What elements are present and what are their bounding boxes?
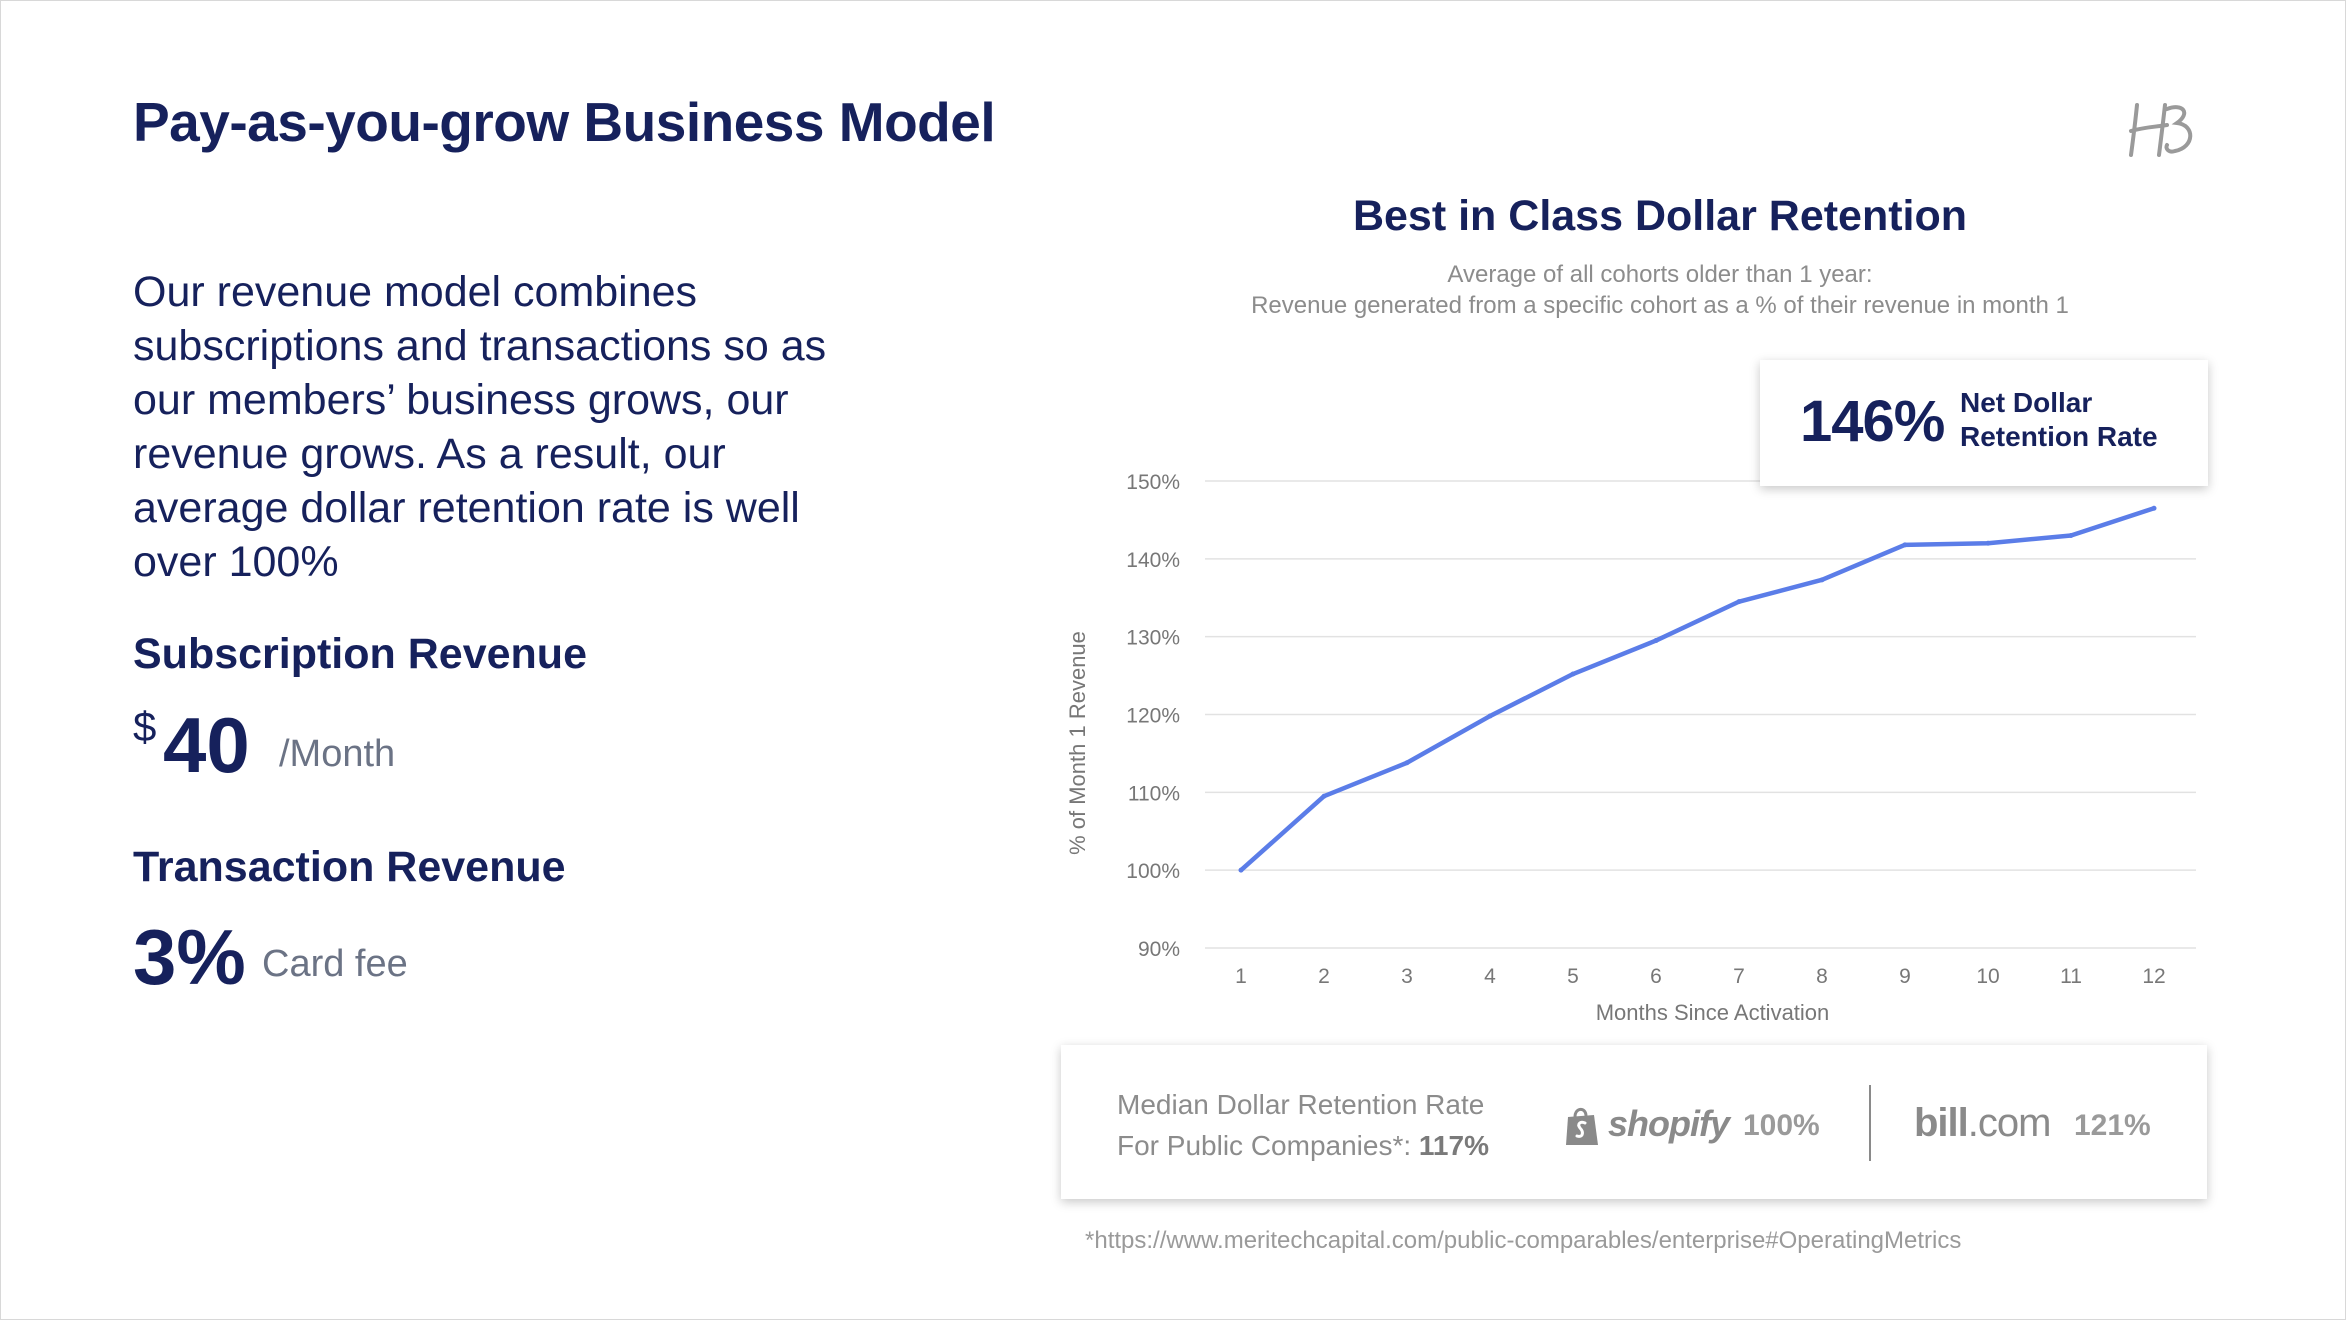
data-point	[1238, 867, 1244, 873]
x-tick-label: 6	[1650, 965, 1662, 988]
chart-title: Best in Class Dollar Retention	[1352, 192, 1968, 240]
comparison-divider	[1869, 1085, 1871, 1161]
transaction-unit: Card fee	[262, 943, 408, 985]
data-point	[1902, 542, 1908, 548]
subscription-heading: Subscription Revenue	[133, 630, 587, 678]
data-point	[1570, 671, 1576, 677]
page-title: Pay-as-you-grow Business Model	[133, 91, 996, 153]
x-axis-title: Months Since Activation	[1596, 1000, 1830, 1025]
subscription-unit: /Month	[279, 733, 396, 775]
x-tick-label: 10	[1976, 965, 1999, 988]
intro-paragraph: Our revenue model combines subscriptions…	[133, 268, 827, 586]
subscription-amount: 40	[163, 701, 250, 789]
y-tick-label: 140%	[1126, 549, 1180, 572]
data-point	[1404, 760, 1410, 766]
data-point	[1985, 540, 1991, 546]
ndr-value: 146%	[1800, 389, 1945, 454]
x-tick-label: 4	[1484, 965, 1496, 988]
chart-subtitle-line-1: Average of all cohorts older than 1 year…	[1447, 261, 1873, 288]
x-tick-label: 9	[1899, 965, 1911, 988]
y-tick-label: 150%	[1126, 471, 1180, 494]
y-tick-label: 110%	[1128, 782, 1180, 805]
shopify-value: 100%	[1743, 1109, 1820, 1142]
x-tick-label: 5	[1567, 965, 1579, 988]
data-point	[2068, 532, 2074, 538]
comparison-line-1: Median Dollar Retention Rate	[1117, 1089, 1485, 1120]
ndr-callout: 146% Net Dollar Retention Rate	[1760, 360, 2208, 486]
x-tick-label: 7	[1733, 965, 1745, 988]
data-point	[1321, 793, 1327, 799]
data-point	[1653, 638, 1659, 644]
x-tick-label: 11	[2060, 965, 2082, 988]
y-tick-label: 120%	[1126, 705, 1180, 728]
bill-name-suffix: .com	[1967, 1101, 2052, 1145]
bill-name-main: bill	[1914, 1101, 1969, 1145]
y-tick-label: 100%	[1126, 860, 1180, 883]
x-tick-label: 12	[2142, 965, 2165, 988]
x-tick-label: 3	[1401, 965, 1413, 988]
currency-symbol: $	[133, 703, 157, 750]
y-tick-label: 130%	[1126, 627, 1180, 650]
comparison-line-2-prefix: For Public Companies*:	[1117, 1130, 1419, 1161]
comparison-box: Median Dollar Retention Rate For Public …	[1061, 1045, 2207, 1199]
data-point	[1819, 577, 1825, 583]
comparison-line-2: For Public Companies*: 117%	[1117, 1130, 1489, 1162]
x-tick-label: 2	[1318, 965, 1330, 988]
transaction-amount: 3%	[133, 913, 246, 1001]
data-point	[1736, 599, 1742, 605]
median-value: 117%	[1418, 1130, 1489, 1161]
ndr-label: Net Dollar Retention Rate	[1960, 387, 2158, 452]
hb-logo-icon	[2129, 103, 2193, 157]
footnote-link[interactable]: *https://www.meritechcapital.com/public-…	[1085, 1227, 1962, 1254]
bill-logo-text: bill.com	[1914, 1101, 2052, 1146]
x-tick-label: 8	[1816, 965, 1828, 988]
shopify-logo-text: shopify	[1608, 1103, 1730, 1144]
x-tick-label: 1	[1235, 965, 1247, 988]
shopify-bag-icon	[1566, 1107, 1598, 1145]
data-point	[2151, 505, 2157, 511]
bill-value: 121%	[2074, 1109, 2151, 1142]
y-tick-label: 90%	[1138, 938, 1180, 961]
data-point	[1487, 713, 1493, 719]
chart-subtitle-line-2: Revenue generated from a specific cohort…	[1251, 292, 2069, 319]
transaction-heading: Transaction Revenue	[133, 843, 566, 891]
y-axis-title: % of Month 1 Revenue	[1065, 631, 1090, 855]
retention-series-line	[1238, 505, 2157, 873]
